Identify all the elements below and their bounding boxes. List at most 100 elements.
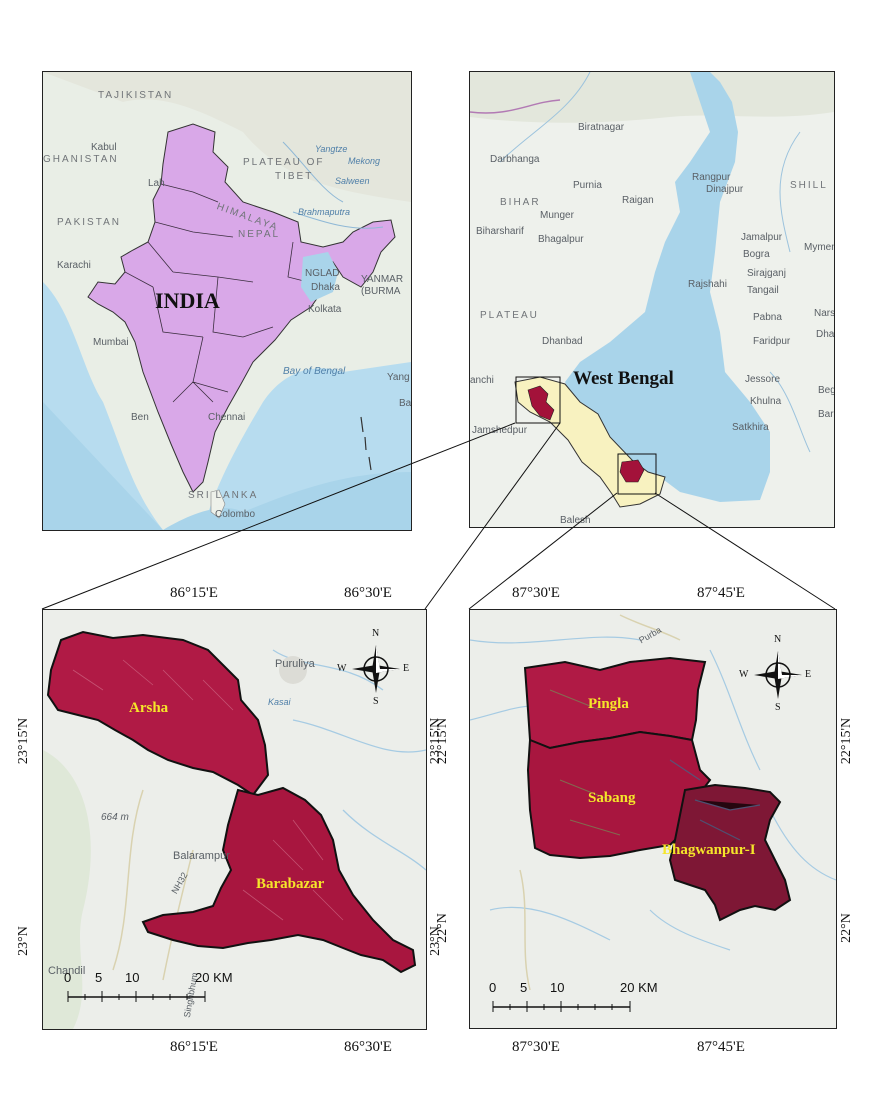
state-label: West Bengal — [573, 368, 674, 389]
label-ba: Ba — [399, 398, 412, 409]
label-ranchi: anchi — [470, 375, 494, 386]
label-yangtze: Yangtze — [315, 144, 348, 154]
label-tajikistan: TAJIKISTAN — [98, 90, 174, 101]
label-faridpur: Faridpur — [753, 336, 791, 347]
label-mekong: Mekong — [348, 156, 381, 166]
label-balasore: Balesh — [560, 515, 591, 526]
compass-s: S — [775, 702, 781, 713]
scale-label-10: 10 — [125, 970, 140, 985]
label-myanmar: YANMAR — [361, 274, 404, 285]
scale-label-20km: 20 KM — [195, 970, 233, 985]
label-mumbai: Mumbai — [93, 337, 129, 348]
block-label-bhagwanpur: Bhagwanpur-I — [662, 842, 756, 858]
block-label-arsha: Arsha — [129, 700, 169, 716]
label-jamalpur: Jamalpur — [741, 232, 783, 243]
label-bay-of-bengal: Bay of Bengal — [283, 366, 346, 377]
compass-e: E — [805, 669, 812, 680]
label-begamganj: Beg — [818, 385, 835, 396]
label-rajshahi: Rajshahi — [688, 279, 727, 290]
scale-label-10: 10 — [550, 980, 565, 995]
compass-w: W — [739, 669, 749, 680]
scale-label-5: 5 — [520, 980, 528, 995]
label-pakistan: PAKISTAN — [57, 217, 121, 228]
label-barisal: Bar — [818, 409, 834, 420]
india-map-graphic — [43, 72, 411, 530]
label-biratnagar: Biratnagar — [578, 122, 625, 133]
block-label-barabazar: Barabazar — [256, 876, 325, 892]
label-kabul: Kabul — [91, 142, 117, 153]
label-plateau: PLATEAU — [480, 310, 539, 321]
label-yangon: Yang — [387, 372, 410, 383]
block-label-pingla: Pingla — [588, 696, 629, 712]
label-bogra: Bogra — [743, 249, 770, 260]
scale-label-20km: 20 KM — [620, 980, 658, 995]
medinipur-map-panel: Purba Pingla Sabang Bhagwanpur-I N S E W… — [469, 609, 837, 1029]
label-brahmaputra: Brahmaputra — [298, 207, 351, 217]
label-tibet: TIBET — [275, 171, 314, 182]
label-dhanbad: Dhanbad — [542, 336, 583, 347]
label-chennai: Chennai — [208, 412, 246, 423]
label-satkhira: Satkhira — [732, 422, 769, 433]
label-nepal: NEPAL — [238, 229, 281, 240]
purulia-left-tick-2: 23°N — [16, 926, 31, 956]
label-purnia: Purnia — [573, 180, 602, 191]
compass-n: N — [372, 628, 380, 639]
medinipur-top-tick-1: 87°30'E — [512, 585, 560, 601]
compass-s: S — [373, 696, 379, 707]
country-label: INDIA — [155, 288, 220, 313]
label-raiganj: Raigan — [622, 195, 654, 206]
label-shillong: SHILL — [790, 180, 828, 191]
purulia-map-panel: Puruliya Kasai 664 m Balarampur NH32 Cha… — [42, 609, 427, 1030]
label-colombo: Colombo — [215, 509, 256, 520]
label-664m: 664 m — [101, 812, 129, 823]
medinipur-right-tick-2: 22°N — [839, 913, 854, 943]
label-bihar: BIHAR — [500, 197, 541, 208]
scale-label-0: 0 — [64, 970, 72, 985]
compass-rose-icon: N S E W — [337, 628, 409, 707]
label-mymensingh: Mymen — [804, 242, 835, 253]
purulia-top-tick-1: 86°15'E — [170, 585, 218, 601]
block-label-sabang: Sabang — [588, 790, 636, 806]
medinipur-right-tick-1: 22°15'N — [839, 717, 854, 765]
label-karachi: Karachi — [57, 260, 91, 271]
label-jamshedpur: Jamshedpur — [472, 425, 528, 436]
label-tangail: Tangail — [747, 285, 779, 296]
medinipur-left-tick-2: 22°N — [435, 913, 450, 943]
scale-label-5: 5 — [95, 970, 103, 985]
label-bengaluru: Ben — [131, 412, 149, 423]
west-bengal-map-graphic — [470, 72, 834, 527]
purulia-top-tick-2: 86°30'E — [344, 585, 392, 601]
label-biharsharif: Biharsharif — [476, 226, 524, 237]
label-dhaka-wb: Dha — [816, 329, 835, 340]
compass-rose-icon: N S E W — [739, 634, 811, 713]
label-burma: (BURMA — [361, 286, 401, 297]
medinipur-top-tick-2: 87°45'E — [697, 585, 745, 601]
scale-bar: 0 5 10 20 KM — [64, 970, 265, 1010]
label-afghanistan: GHANISTAN — [43, 154, 119, 165]
compass-w: W — [337, 663, 347, 674]
label-dinajpur: Dinajpur — [706, 184, 744, 195]
label-plateau-of: PLATEAU OF — [243, 157, 325, 168]
label-munger: Munger — [540, 210, 574, 221]
label-narsingdi: Narsi — [814, 308, 835, 319]
label-dhaka: Dhaka — [311, 282, 340, 293]
label-darbhanga: Darbhanga — [490, 154, 540, 165]
scale-label-0: 0 — [489, 980, 497, 995]
purulia-map-graphic — [43, 610, 426, 1029]
medinipur-bottom-tick-1: 87°30'E — [512, 1039, 560, 1055]
medinipur-bottom-tick-2: 87°45'E — [697, 1039, 745, 1055]
purulia-bottom-tick-1: 86°15'E — [170, 1039, 218, 1055]
label-jessore: Jessore — [745, 374, 781, 385]
purulia-left-tick-1: 23°15'N — [16, 717, 31, 765]
label-kolkata: Kolkata — [308, 304, 342, 315]
label-chandil: Chandil — [48, 965, 86, 977]
label-kasai: Kasai — [268, 697, 291, 707]
compass-n: N — [774, 634, 782, 645]
label-pabna: Pabna — [753, 312, 782, 323]
label-balarampur: Balarampur — [173, 850, 230, 862]
label-puruliya: Puruliya — [275, 658, 315, 670]
india-map-panel: TAJIKISTAN Kabul GHANISTAN PAKISTAN Kara… — [42, 71, 412, 531]
label-bhagalpur: Bhagalpur — [538, 234, 584, 245]
label-sri-lanka: SRI LANKA — [188, 490, 259, 501]
medinipur-left-tick-1: 22°15'N — [435, 717, 450, 765]
